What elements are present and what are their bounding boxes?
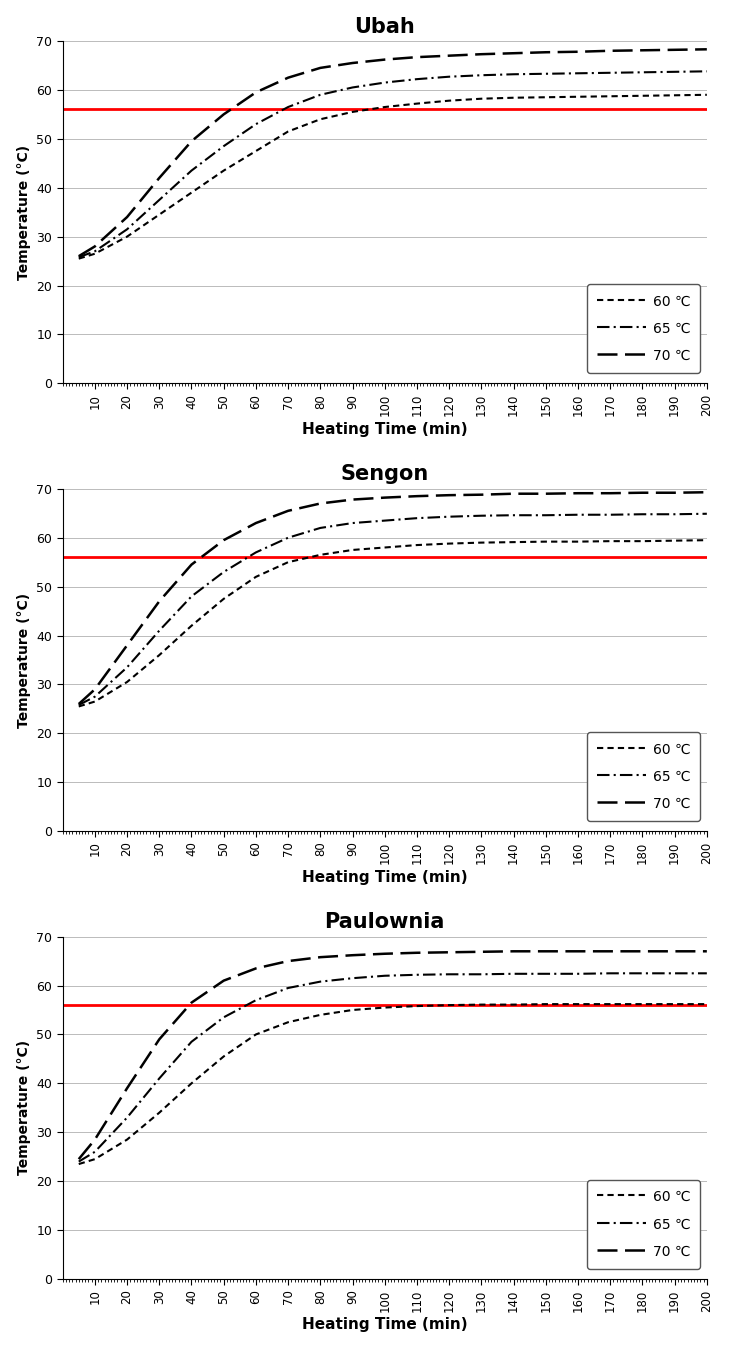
Y-axis label: Temperature (°C): Temperature (°C)	[17, 592, 31, 727]
Legend: 60 ℃, 65 ℃, 70 ℃: 60 ℃, 65 ℃, 70 ℃	[587, 285, 700, 372]
X-axis label: Heating Time (min): Heating Time (min)	[302, 870, 467, 885]
Legend: 60 ℃, 65 ℃, 70 ℃: 60 ℃, 65 ℃, 70 ℃	[587, 733, 700, 820]
Legend: 60 ℃, 65 ℃, 70 ℃: 60 ℃, 65 ℃, 70 ℃	[587, 1180, 700, 1268]
X-axis label: Heating Time (min): Heating Time (min)	[302, 1318, 467, 1333]
Title: Sengon: Sengon	[341, 464, 429, 484]
Title: Paulownia: Paulownia	[325, 912, 445, 932]
Y-axis label: Temperature (°C): Temperature (°C)	[17, 1040, 31, 1175]
Title: Ubah: Ubah	[354, 16, 415, 36]
X-axis label: Heating Time (min): Heating Time (min)	[302, 422, 467, 437]
Y-axis label: Temperature (°C): Temperature (°C)	[17, 144, 31, 279]
